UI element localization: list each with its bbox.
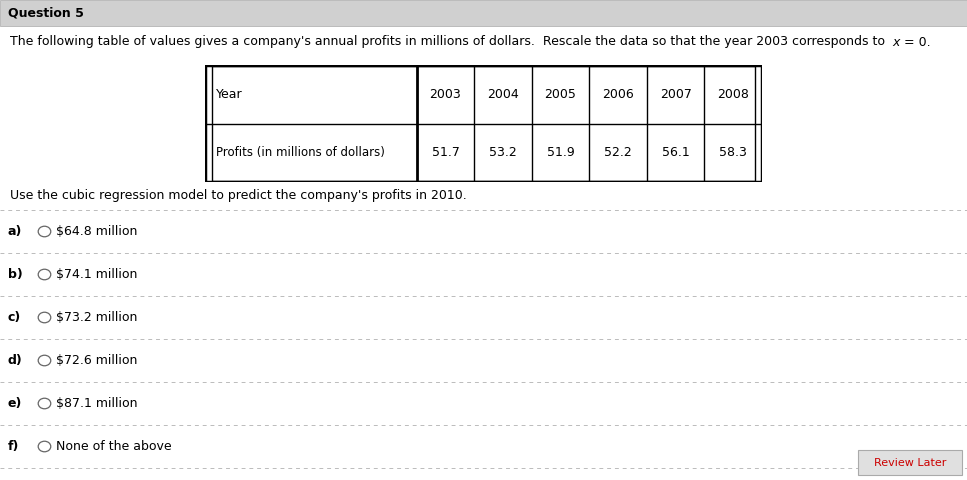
Text: 58.3: 58.3 bbox=[719, 146, 747, 159]
Text: 2006: 2006 bbox=[602, 88, 634, 101]
Text: $64.8 million: $64.8 million bbox=[56, 225, 137, 238]
Text: a): a) bbox=[8, 225, 22, 238]
Text: e): e) bbox=[8, 397, 22, 410]
Text: Year: Year bbox=[217, 88, 243, 101]
Text: c): c) bbox=[8, 311, 21, 324]
Text: $74.1 million: $74.1 million bbox=[56, 268, 137, 281]
Text: f): f) bbox=[8, 440, 19, 453]
Text: 2004: 2004 bbox=[487, 88, 519, 101]
Text: d): d) bbox=[8, 354, 22, 367]
Text: 51.7: 51.7 bbox=[431, 146, 459, 159]
Text: 2003: 2003 bbox=[429, 88, 461, 101]
Text: None of the above: None of the above bbox=[56, 440, 172, 453]
Text: 2007: 2007 bbox=[659, 88, 691, 101]
Text: 51.9: 51.9 bbox=[546, 146, 574, 159]
Text: $72.6 million: $72.6 million bbox=[56, 354, 137, 367]
Text: $73.2 million: $73.2 million bbox=[56, 311, 137, 324]
Text: $87.1 million: $87.1 million bbox=[56, 397, 137, 410]
Text: 52.2: 52.2 bbox=[604, 146, 632, 159]
Text: x: x bbox=[893, 36, 900, 48]
Text: 2008: 2008 bbox=[718, 88, 749, 101]
Text: 2005: 2005 bbox=[544, 88, 576, 101]
Text: 53.2: 53.2 bbox=[489, 146, 517, 159]
Text: Use the cubic regression model to predict the company's profits in 2010.: Use the cubic regression model to predic… bbox=[10, 190, 466, 203]
Text: = 0.: = 0. bbox=[900, 36, 930, 48]
Text: b): b) bbox=[8, 268, 22, 281]
Text: Review Later: Review Later bbox=[874, 458, 946, 468]
Text: 56.1: 56.1 bbox=[661, 146, 689, 159]
Text: Question 5: Question 5 bbox=[8, 7, 83, 20]
Text: The following table of values gives a company's annual profits in millions of do: The following table of values gives a co… bbox=[10, 36, 893, 48]
Text: Profits (in millions of dollars): Profits (in millions of dollars) bbox=[217, 146, 385, 159]
